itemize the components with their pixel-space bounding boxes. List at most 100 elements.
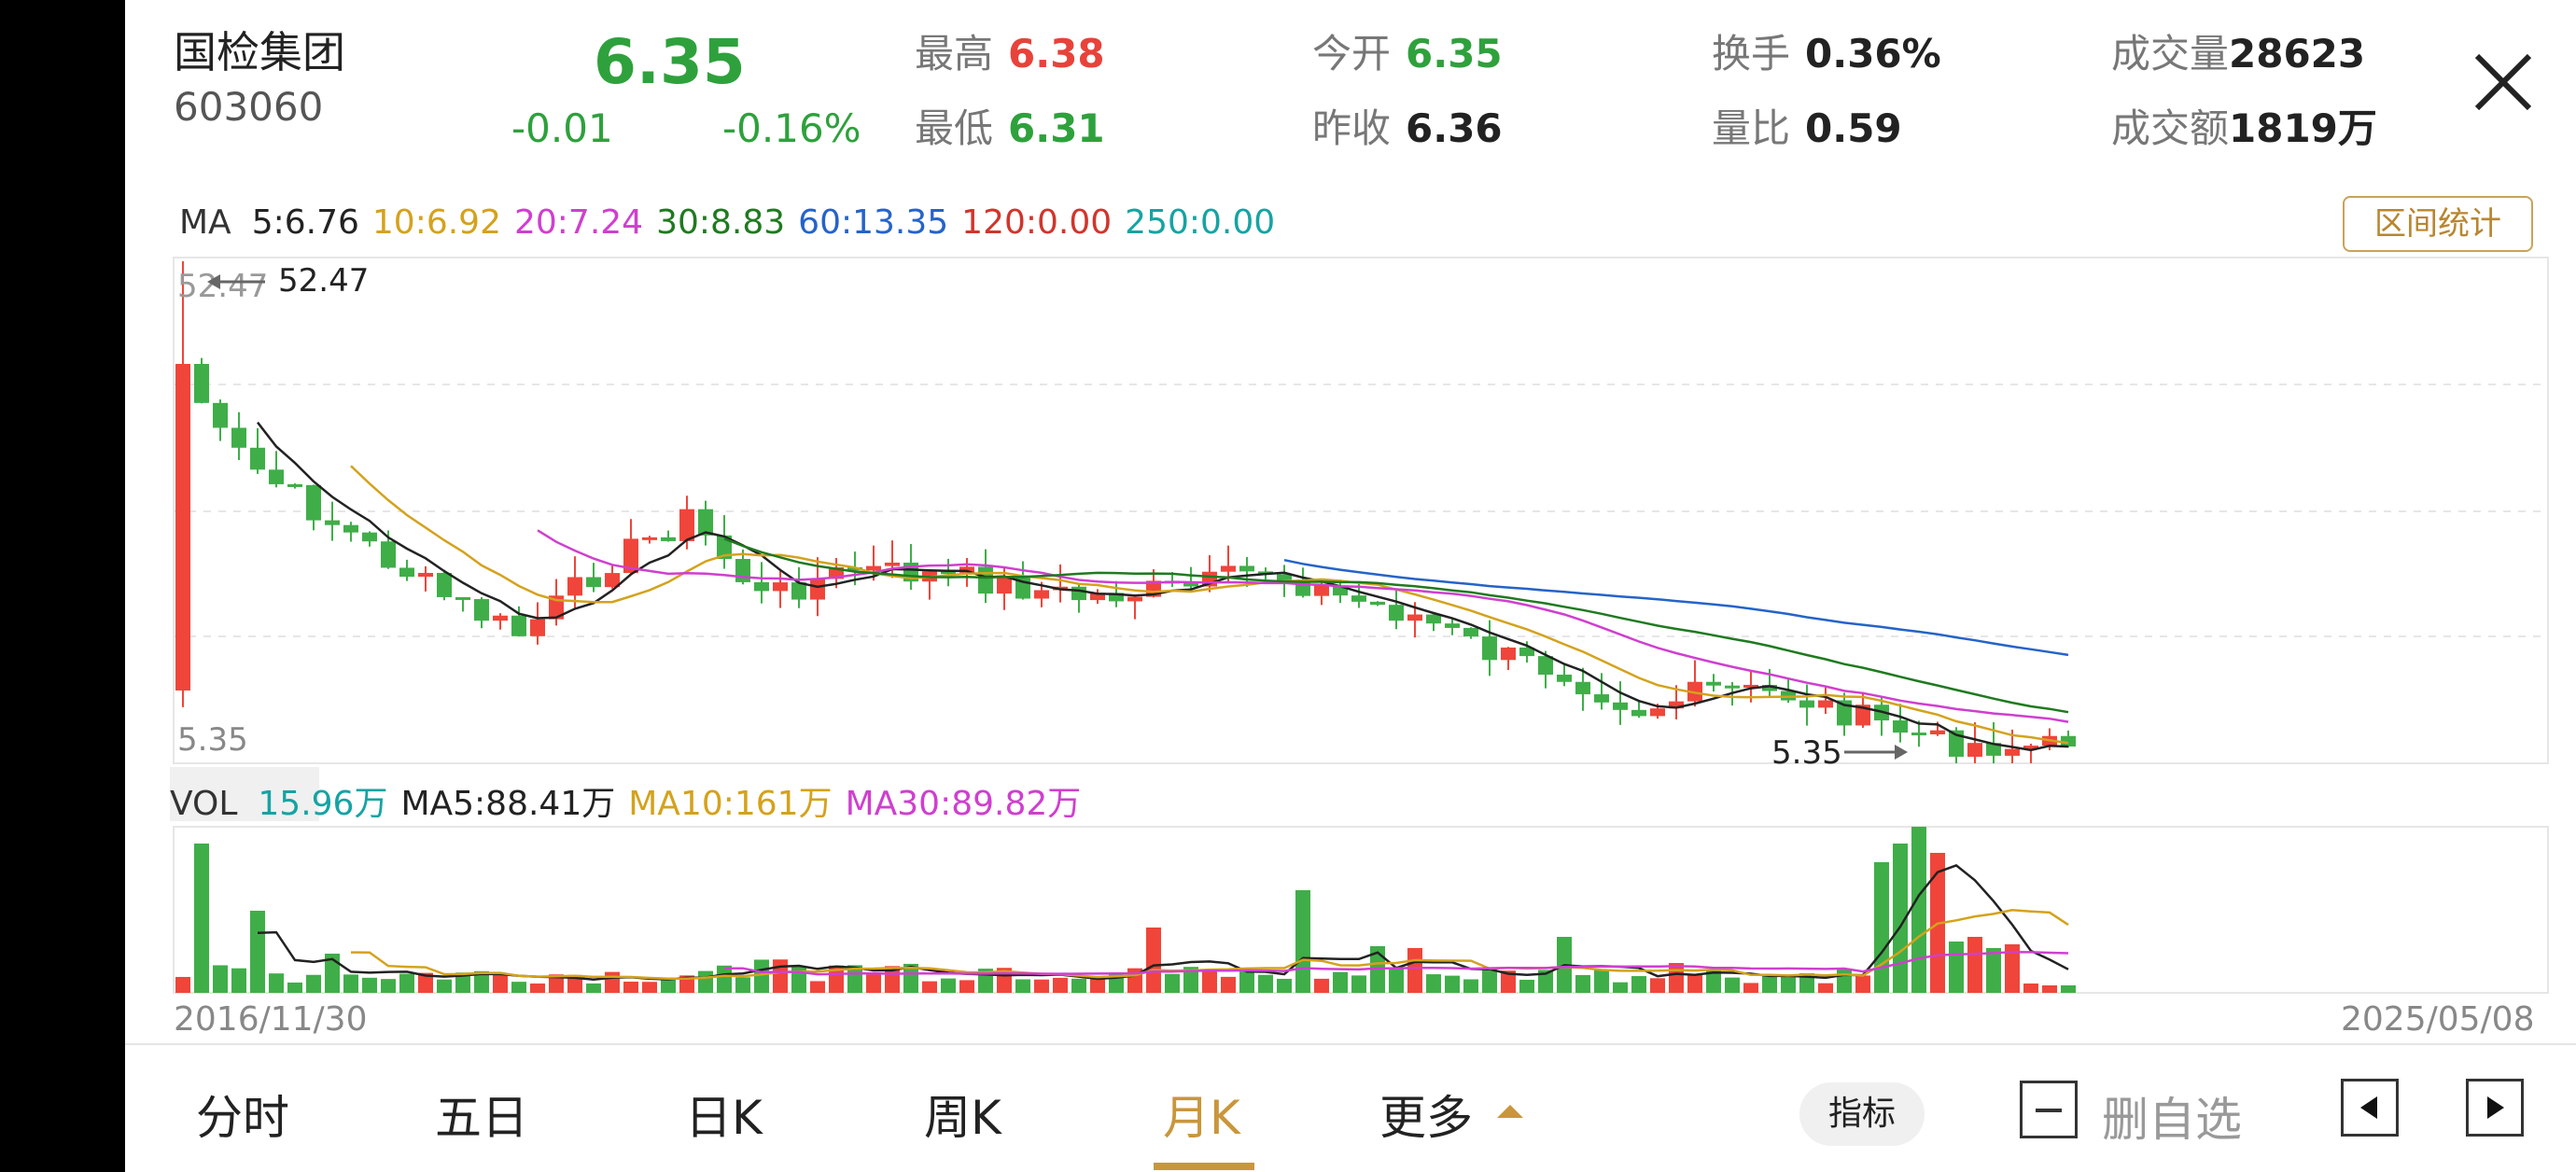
indicator-button[interactable]: 指标 [1799, 1082, 1925, 1146]
candle-body [1519, 647, 1534, 657]
vol-ma30-line [724, 951, 2069, 976]
volume-bar [2042, 985, 2057, 993]
kline-chart[interactable]: 52.47 52.47 5.35 5.35 [125, 0, 2576, 1043]
volume-bar [1799, 973, 1814, 993]
candle-body [250, 447, 265, 470]
ma_legend-item: 30:8.83 [656, 203, 786, 242]
stat-label: 换手 [1712, 31, 1791, 77]
candle-body [399, 567, 414, 578]
volume-bar [250, 911, 265, 993]
volume-bar [567, 974, 582, 993]
volume-bar [661, 977, 676, 993]
volume-bar [2061, 985, 2076, 993]
volume-bar [1967, 937, 1982, 993]
range-stats-button[interactable]: 区间统计 [2343, 196, 2533, 252]
volume-bar [1351, 975, 1366, 993]
volume-bar [530, 983, 545, 993]
candle-body [1594, 694, 1609, 703]
volume-bar [213, 965, 228, 993]
candle-body [1333, 585, 1348, 596]
vol_legend-item: 15.96万 [258, 785, 388, 823]
volume-bar [2023, 984, 2038, 993]
candle-body [1557, 674, 1572, 682]
prev-button[interactable] [2341, 1079, 2399, 1137]
vol-legend: VOL 15.96万 MA5:88.41万 MA10:161万 MA30:89.82万 [170, 776, 1094, 825]
candle-body [455, 596, 470, 600]
ma_legend-item: 120:0.00 [961, 203, 1113, 242]
volume-bar [1071, 978, 1086, 993]
vol-tag-bg[interactable] [170, 767, 319, 821]
tab-1[interactable]: 五日 [435, 1091, 528, 1145]
volume-bar [1986, 948, 2001, 993]
stat-item: 换手 0.36% [1712, 22, 1941, 79]
candle-body [1855, 705, 1870, 726]
candle-body [1221, 565, 1236, 572]
volume-bar [1725, 977, 1740, 993]
stat-item: 最低 6.31 [915, 97, 1105, 154]
tab-3[interactable]: 周K [924, 1091, 1001, 1145]
candle-body [605, 573, 620, 588]
candle-body [437, 572, 452, 597]
price-change: -0.01 [511, 105, 613, 151]
low-label-left: 5.35 [177, 721, 248, 759]
candle-body [231, 427, 246, 448]
candle-body [1669, 701, 1684, 709]
volume-bar [1221, 976, 1236, 993]
volume-bar [1519, 979, 1534, 993]
candle-body [1706, 681, 1721, 686]
volume-bar [231, 968, 246, 993]
close-button[interactable] [2470, 49, 2537, 116]
candle-body [1986, 743, 2001, 756]
candle-body [1463, 627, 1478, 637]
close-icon [2474, 53, 2532, 111]
volume-bar [735, 977, 750, 993]
tab-2[interactable]: 日K [685, 1091, 763, 1145]
volume-bar [1631, 976, 1646, 993]
stat-label: 成交量 [2111, 31, 2230, 77]
volume-bar [269, 973, 284, 993]
volume-bar [1575, 974, 1590, 993]
remove-watchlist-button[interactable]: 删自选 [2102, 1093, 2242, 1147]
tab-5[interactable]: 更多 [1379, 1091, 1473, 1145]
candle-body [885, 562, 900, 566]
start-date: 2016/11/30 [174, 1000, 368, 1039]
candle-body [1090, 593, 1105, 601]
ma60-line [1283, 558, 2069, 657]
stat-label: 昨收 [1312, 105, 1392, 151]
tab-0[interactable]: 分时 [196, 1091, 289, 1145]
candle-body [679, 509, 694, 541]
volume-bar [1743, 983, 1758, 993]
volume-bar [698, 970, 713, 993]
tab-4[interactable]: 月K [1163, 1091, 1240, 1145]
volume-bar [1949, 942, 1964, 993]
candle-body [306, 484, 321, 521]
candle-body [1183, 581, 1198, 587]
caret-up-icon [1497, 1105, 1523, 1118]
stat-value: 0.59 [1805, 105, 1902, 151]
candle-body [343, 524, 358, 533]
volume-bar [1333, 971, 1348, 993]
stat-label: 成交额 [2111, 105, 2230, 151]
remove-watchlist-icon[interactable] [2020, 1081, 2078, 1138]
candle-body [474, 599, 489, 621]
stat-label: 最低 [915, 105, 994, 151]
stat-label: 量比 [1712, 105, 1791, 151]
candle-body [194, 364, 209, 403]
candle-body [1613, 702, 1628, 710]
candle-body [791, 582, 806, 600]
end-date: 2025/05/08 [2341, 1000, 2535, 1039]
candle-body [978, 566, 993, 594]
volume-bar [847, 965, 862, 993]
low-label-mark: 5.35 [1771, 734, 1842, 772]
candle-body [1277, 574, 1292, 580]
candle-body [623, 538, 638, 574]
volume-bar [1837, 969, 1852, 993]
stat-value: 6.38 [1008, 31, 1105, 77]
volume-bar [1911, 827, 1926, 993]
candle-body [810, 579, 825, 600]
ma_legend-label: MA [179, 203, 231, 242]
candle-body [175, 364, 190, 691]
candle-body [1631, 709, 1646, 717]
volume-bar [1277, 978, 1292, 993]
next-button[interactable] [2466, 1079, 2524, 1137]
